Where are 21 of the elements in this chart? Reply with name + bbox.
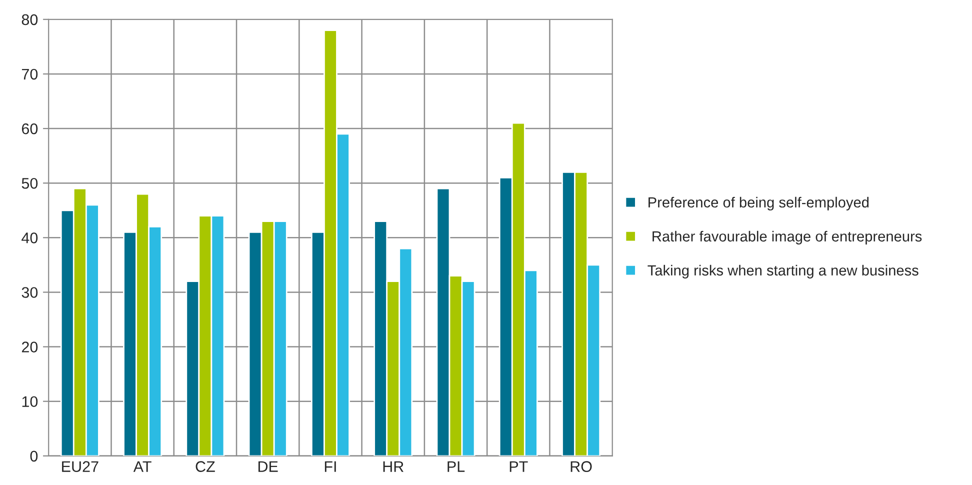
y-tick-label: 50 — [22, 178, 38, 189]
x-tick-label: DE — [258, 461, 278, 472]
y-tick-label: 40 — [22, 232, 38, 244]
x-tick-label: AT — [133, 461, 152, 472]
x-tick-label: FI — [324, 461, 336, 472]
x-tick-label: PL — [448, 461, 465, 472]
y-tick-label: 80 — [22, 14, 38, 26]
y-tick-label: 30 — [22, 287, 38, 298]
y-tick-label: 20 — [22, 342, 38, 352]
x-tick-label: PT — [510, 461, 528, 472]
y-tick-label: 60 — [22, 123, 38, 134]
legend-label: Taking risks when starting a new business — [648, 264, 918, 278]
x-tick-label: EU27 — [62, 461, 98, 472]
x-tick-label: HR — [383, 461, 404, 472]
x-tick-label: RO — [570, 461, 592, 472]
y-tick-label: 70 — [22, 68, 38, 80]
y-tick-label: 10 — [22, 396, 38, 408]
x-tick-label: CZ — [196, 461, 215, 472]
legend-label: Rather favourable image of entrepreneurs — [652, 230, 922, 244]
y-tick-label: 0 — [30, 450, 38, 462]
legend-label: Preference of being self-employed — [648, 196, 869, 210]
